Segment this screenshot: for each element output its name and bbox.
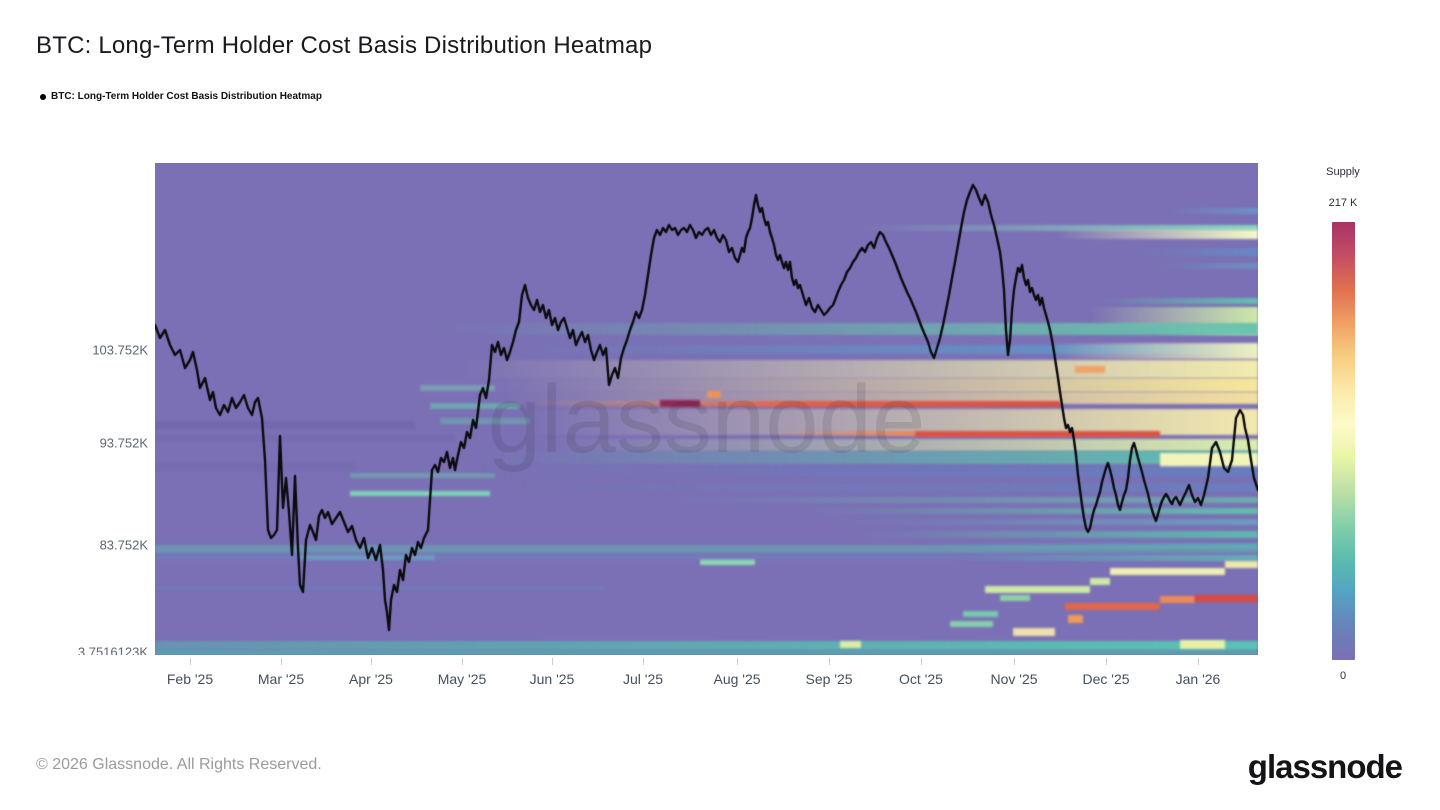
x-tick-mark (1198, 658, 1199, 665)
x-tick-mark (190, 658, 191, 665)
x-tick-label: Sep '25 (805, 671, 853, 687)
x-tick-label: Nov '25 (990, 671, 1038, 687)
x-tick-label: Oct '25 (899, 671, 943, 687)
x-tick-mark (1014, 658, 1015, 665)
x-tick-label: Aug '25 (713, 671, 761, 687)
legend-label: BTC: Long-Term Holder Cost Basis Distrib… (51, 91, 322, 102)
x-tick-label: Jun '25 (529, 671, 575, 687)
y-tick-label: 3.7516123K (77, 644, 148, 656)
x-tick-label: Mar '25 (257, 671, 305, 687)
y-tick-label: 103.752K (92, 342, 148, 358)
x-tick-label: May '25 (437, 671, 487, 687)
x-tick-mark (371, 658, 372, 665)
x-tick-mark (737, 658, 738, 665)
colorbar-max-label: 217 K (1328, 197, 1358, 209)
heatmap-canvas[interactable] (155, 163, 1258, 655)
page-title: BTC: Long-Term Holder Cost Basis Distrib… (36, 32, 653, 59)
y-axis: 103.752K 93.752K 83.752K 3.7516123K (68, 163, 148, 656)
copyright-text: © 2026 Glassnode. All Rights Reserved. (36, 756, 322, 773)
x-tick-label: Jul '25 (622, 671, 664, 687)
x-tick-mark (281, 658, 282, 665)
x-tick-label: Apr '25 (349, 671, 393, 687)
x-tick-label: Jan '26 (1175, 671, 1221, 687)
y-tick-label: 83.752K (99, 537, 148, 553)
legend-item[interactable]: BTC: Long-Term Holder Cost Basis Distrib… (40, 91, 322, 102)
x-tick-label: Feb '25 (166, 671, 214, 687)
x-tick-mark (552, 658, 553, 665)
colorbar: Supply 217 K 0 (1310, 166, 1376, 696)
colorbar-gradient (1332, 222, 1355, 660)
y-tick-label: 93.752K (99, 435, 148, 451)
x-tick-mark (1106, 658, 1107, 665)
colorbar-title: Supply (1326, 166, 1360, 178)
x-tick-label: Dec '25 (1082, 671, 1130, 687)
heatmap-plot-area[interactable]: glassnode (155, 163, 1258, 655)
x-tick-mark (921, 658, 922, 665)
x-tick-mark (462, 658, 463, 665)
x-tick-mark (643, 658, 644, 665)
glassnode-logo: glassnode (1247, 748, 1403, 785)
legend-bullet-icon (40, 93, 46, 100)
x-axis: Feb '25 Mar '25 Apr '25 May '25 Jun '25 Jul '… (155, 655, 1258, 697)
colorbar-min-label: 0 (1339, 670, 1347, 682)
x-tick-mark (829, 658, 830, 665)
